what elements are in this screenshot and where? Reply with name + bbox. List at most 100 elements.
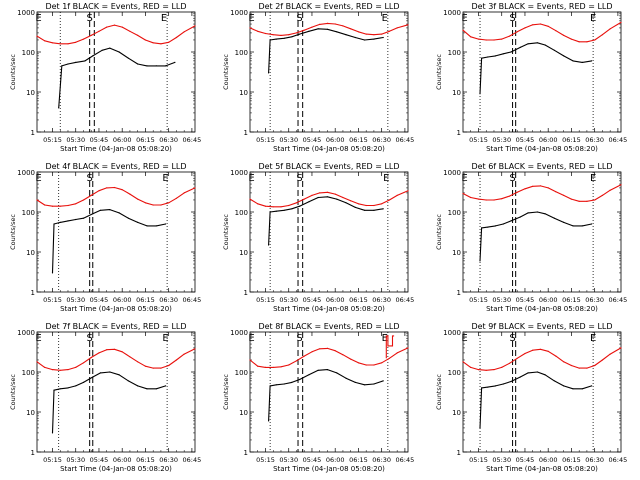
y-tick-label: 1 (457, 289, 461, 297)
data-point-lld (90, 356, 92, 359)
y-tick-label: 1000 (230, 169, 248, 177)
x-axis-label: Start Time (04-Jan-08 05:08:20) (60, 145, 172, 153)
data-point-lld (90, 34, 92, 37)
data-point-lld (462, 361, 464, 363)
data-point-lld (586, 367, 588, 369)
x-tick-label: 05:45 (516, 136, 535, 144)
data-point-events (563, 221, 565, 223)
data-point-lld (477, 38, 480, 40)
event-marker-e: E (590, 173, 596, 184)
data-point-lld (485, 199, 487, 201)
data-point-events (51, 272, 54, 274)
data-point-events (109, 47, 111, 49)
data-point-lld (365, 33, 367, 35)
series-line-events (479, 211, 592, 261)
data-point-lld (311, 26, 313, 28)
data-point-lld (319, 348, 321, 350)
data-point-events (581, 225, 583, 227)
y-tick-label: 10 (239, 409, 248, 417)
data-point-events (382, 380, 384, 382)
data-point-events (510, 51, 512, 53)
data-point-lld (357, 362, 359, 364)
x-tick-label: 05:45 (90, 136, 109, 144)
event-marker-s: S (86, 13, 92, 24)
x-tick-label: 06:45 (609, 296, 628, 304)
event-marker-e: E (461, 173, 467, 184)
data-point-lld (160, 43, 162, 45)
data-point-events (109, 371, 111, 373)
event-marker-e: E (461, 13, 467, 24)
data-point-events (118, 51, 120, 53)
y-tick-label: 1 (31, 129, 35, 137)
data-point-lld (532, 185, 534, 187)
event-marker-s: S (509, 173, 515, 184)
x-tick-label: 06:45 (396, 456, 415, 464)
data-point-events (563, 55, 565, 57)
data-point-lld (373, 204, 375, 207)
data-point-lld (578, 41, 580, 43)
data-point-lld (264, 366, 267, 368)
data-point-events (275, 38, 277, 40)
data-point-lld (477, 369, 480, 371)
x-tick-label: 06:45 (183, 296, 202, 304)
data-point-lld (396, 27, 398, 29)
data-point-lld (586, 200, 588, 202)
x-axis-label: Start Time (04-Jan-08 05:08:20) (273, 305, 385, 313)
data-point-lld (175, 36, 177, 39)
data-point-lld (295, 360, 298, 362)
event-marker-e: E (590, 13, 596, 24)
data-point-events (299, 33, 301, 35)
data-point-events (75, 385, 77, 387)
data-point-events (99, 372, 102, 374)
x-tick-label: 06:30 (585, 296, 604, 304)
data-point-lld (319, 192, 321, 194)
data-point-lld (508, 195, 511, 197)
data-point-events (269, 39, 271, 41)
data-point-lld (160, 204, 162, 206)
data-point-lld (350, 28, 352, 30)
data-point-events (75, 218, 77, 221)
data-point-events (494, 385, 497, 387)
event-marker-e: E (161, 13, 167, 24)
data-point-events (510, 380, 512, 383)
data-point-lld (508, 362, 511, 364)
data-point-events (326, 369, 329, 371)
data-point-events (127, 217, 129, 219)
data-point-events (591, 385, 593, 387)
plot-frame (36, 331, 196, 453)
data-point-events (591, 60, 593, 62)
x-tick-label: 06:00 (539, 136, 558, 144)
data-point-lld (620, 347, 622, 349)
data-point-events (494, 225, 497, 227)
x-axis-label: Start Time (04-Jan-08 05:08:20) (486, 465, 598, 473)
y-axis-label: Counts/sec (222, 214, 230, 250)
data-point-lld (501, 198, 503, 200)
plot-frame (36, 11, 196, 133)
y-tick-label: 10 (239, 89, 248, 97)
x-tick-label: 05:30 (492, 136, 511, 144)
x-tick-label: 05:15 (256, 296, 275, 304)
data-point-events (53, 223, 55, 225)
data-point-lld (311, 351, 313, 353)
x-tick-label: 05:45 (516, 296, 535, 304)
plot-frame (36, 171, 196, 293)
data-point-lld (532, 24, 534, 26)
data-point-lld (594, 364, 596, 367)
data-point-events (283, 383, 285, 385)
data-point-events (382, 208, 384, 210)
data-point-lld (601, 359, 604, 361)
x-tick-label: 06:00 (326, 296, 345, 304)
data-point-lld (539, 23, 542, 25)
data-point-events (364, 209, 366, 211)
data-point-lld (152, 204, 154, 206)
series-line-events (51, 209, 166, 273)
event-marker-e: E (383, 173, 389, 184)
data-point-lld (98, 352, 100, 354)
lld-spike-line (385, 335, 395, 359)
data-point-lld (160, 367, 162, 369)
x-tick-label: 05:15 (43, 456, 62, 464)
data-point-lld (365, 204, 367, 207)
data-point-lld (106, 187, 108, 189)
chart-panel-6: Det 6f BLACK = Events, RED = LLD 1 10 100 10… (435, 162, 627, 313)
data-point-events (544, 213, 546, 215)
